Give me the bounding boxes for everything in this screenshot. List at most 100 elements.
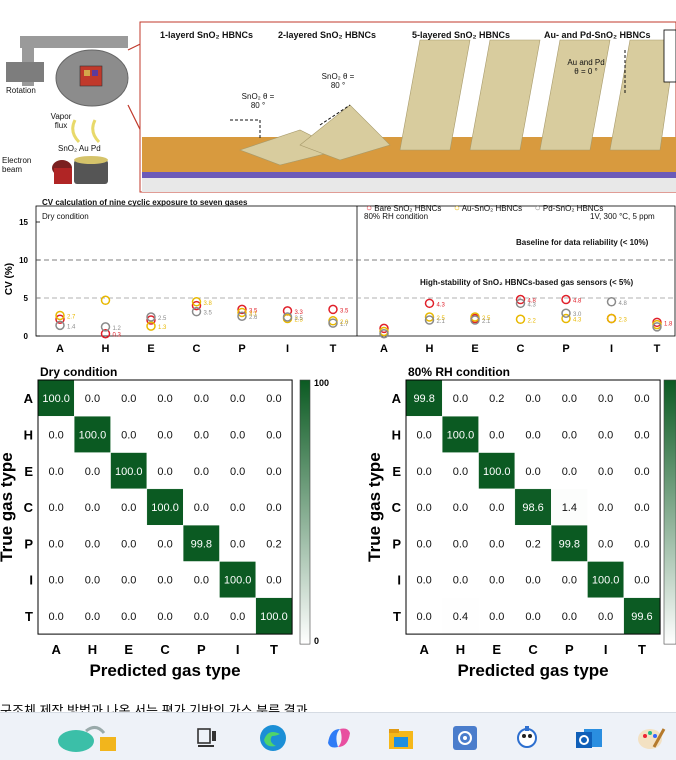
heatmap-cell-value: 0.0 (489, 429, 504, 441)
cv-point (379, 328, 389, 339)
heatmap-cell-value: 0.0 (453, 538, 468, 550)
heatmap-cell (219, 561, 256, 598)
heatmap-cell (623, 488, 661, 526)
heatmap-cell (442, 525, 479, 562)
heatmap-cell-value: 99.6 (631, 611, 652, 623)
cv-point (424, 298, 435, 309)
heatmap-cell-value: 0.0 (634, 466, 649, 478)
heatmap-cell-value: 0.0 (230, 466, 245, 478)
cv-point-label: 4.8 (573, 299, 582, 305)
heatmap-cell-value: 0.0 (598, 538, 613, 550)
heatmap-ytick: T (25, 609, 33, 624)
heatmap-cell-value: 0.0 (598, 611, 613, 623)
heatmap-cell-value: 0.0 (85, 538, 100, 550)
cv-chart: 0 5 10 15 CV (%) A 2.7 1.4 H 0.3 1.2 E 1.3 2.5 C 3.8 3.5… (0, 196, 676, 364)
legend-au-marker: ○ (453, 203, 460, 214)
heatmap-cell-value: 100.0 (260, 611, 288, 623)
heatmap-cell-value: 0.2 (525, 538, 540, 550)
heatmap-cell-value: 0.2 (489, 393, 504, 405)
heatmap-ytick: T (393, 609, 401, 624)
edge-icon[interactable] (258, 723, 288, 753)
cv-point (379, 323, 389, 334)
angle-label-1: SnO₂ θ = 80 ° (241, 92, 275, 110)
cv-point-label: 2.5 (295, 316, 304, 322)
heatmap-cell-value: 0.0 (489, 502, 504, 514)
heatmap-cell (405, 452, 443, 490)
heatmap-cell (255, 597, 293, 635)
copilot-paint-icon[interactable] (56, 723, 116, 753)
paint-icon[interactable] (636, 723, 666, 753)
cv-point-label: 3.3 (295, 310, 304, 316)
cv-point-label: 1.2 (113, 326, 122, 332)
cv-point-label: 4.8 (528, 299, 537, 305)
cv-point (652, 322, 662, 332)
heatmap-cell-value: 100.0 (115, 466, 143, 478)
heatmap-cell-value: 0.0 (230, 502, 245, 514)
heatmap-cell-value: 0.0 (121, 575, 136, 587)
heatmap-cell-value: 0.0 (85, 611, 100, 623)
game-icon[interactable] (512, 723, 542, 753)
heatmap-cell-value: 0.0 (121, 429, 136, 441)
heatmap-cell (405, 379, 443, 417)
task-view-icon[interactable] (192, 723, 222, 753)
cv-point (470, 315, 480, 325)
heatmap-cell-value: 100.0 (79, 429, 107, 441)
heatmap-cell-value: 0.0 (121, 502, 136, 514)
heatmap-xtick: A (419, 642, 429, 657)
heatmap-xlabel: Predicted gas type (457, 661, 608, 680)
cv-stability-text: High-stability of SnO₂ HBNCs-based gas s… (420, 278, 634, 287)
heatmap-cell-value: 0.0 (230, 429, 245, 441)
panel-title-au-pd: Au- and Pd-SnO₂ HBNCs (544, 30, 651, 40)
vapor-flux-label: Vapor flux (50, 112, 72, 130)
heatmap-xtick: P (197, 642, 206, 657)
heatmap-cell-value: 0.0 (157, 538, 172, 550)
heatmap-cell (623, 525, 661, 562)
heatmap-cell-value: 0.0 (525, 611, 540, 623)
heatmap-ytick: H (392, 427, 401, 442)
heatmap-cell (219, 597, 256, 635)
cv-point (146, 321, 156, 331)
heatmap-cell (478, 488, 516, 526)
copilot-icon[interactable] (324, 723, 354, 753)
cv-ytick-label: 0 (24, 332, 29, 341)
heatmap-cell-value: 0.0 (489, 538, 504, 550)
heatmap-xtick: H (88, 642, 97, 657)
heatmap-cell (478, 561, 516, 598)
colorbar-tick-high: 100 (314, 378, 329, 388)
heatmap-cell (623, 561, 661, 598)
heatmap-cell (37, 525, 75, 562)
heatmap-cell (183, 525, 220, 562)
cv-point (606, 313, 617, 324)
heatmap-cell-value: 99.8 (413, 393, 434, 405)
heatmap-cell-value: 0.0 (562, 466, 577, 478)
heatmap-cell (478, 597, 516, 635)
cv-point-label: 1.3 (158, 325, 167, 331)
panel-title-1-layer: 1-layerd SnO₂ HBNCs (160, 30, 254, 40)
heatmap-cell-value: 0.0 (194, 393, 209, 405)
heatmap-cell-value: 0.0 (453, 502, 468, 514)
heatmap-cell-value: 0.0 (157, 611, 172, 623)
crucible (74, 160, 108, 184)
heatmap-colorbar (663, 379, 676, 645)
heatmap-xtick: E (124, 642, 133, 657)
heatmap-cell-value: 0.0 (634, 575, 649, 587)
cv-xtick-label: H (426, 343, 434, 355)
heatmap-cell (110, 561, 148, 598)
heatmap-xtick: P (565, 642, 574, 657)
cv-point-label: 2.5 (158, 316, 167, 322)
heatmap-ytick: E (392, 464, 401, 479)
heatmap-cell-value: 0.0 (525, 393, 540, 405)
outlook-icon[interactable] (574, 723, 604, 753)
settings-icon[interactable] (450, 723, 480, 753)
heatmap-cell-value: 0.0 (634, 538, 649, 550)
file-explorer-icon[interactable] (386, 723, 416, 753)
heatmap-cell-value: 0.0 (194, 611, 209, 623)
heatmap-cell (514, 452, 552, 490)
legend-pd: ○ Pd-SnO₂ HBNCs (534, 203, 604, 214)
heatmap-cell-value: 0.0 (266, 575, 281, 587)
heatmap-cell-value: 0.0 (598, 429, 613, 441)
cv-ytick-label: 15 (19, 218, 28, 227)
cv-point-label: 2.1 (482, 319, 491, 325)
legend-pd-marker: ○ (534, 203, 541, 214)
heatmap-ytick: C (392, 500, 402, 515)
